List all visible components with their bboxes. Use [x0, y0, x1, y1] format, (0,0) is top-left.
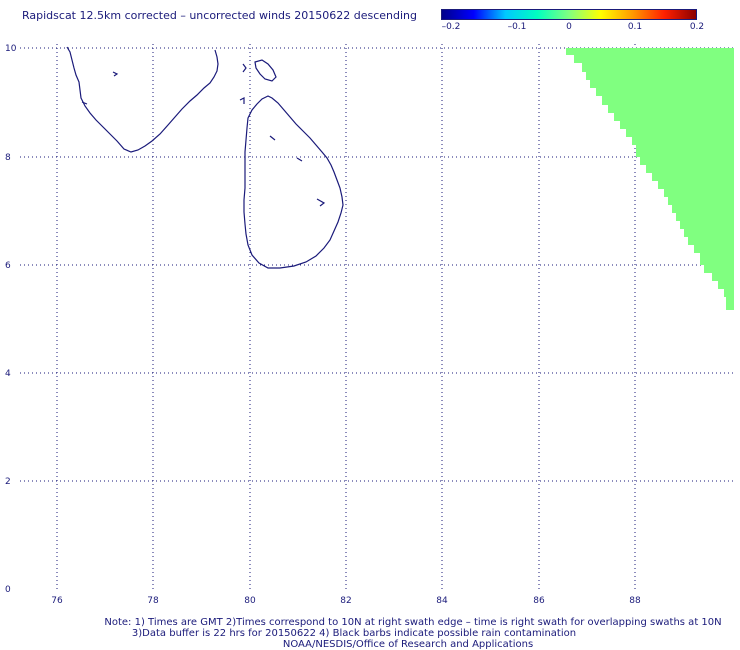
coastline	[66, 46, 344, 269]
map-title: Rapidscat 12.5km corrected – uncorrected…	[22, 9, 418, 22]
island-mark	[239, 97, 245, 104]
note-line-1: Note: 1) Times are GMT 2)Times correspon…	[104, 617, 722, 628]
island-mark	[242, 63, 247, 73]
colorbar-label-min: –0.2	[441, 22, 461, 32]
note-line-2: 3)Data buffer is 22 hrs for 20150622 4) …	[131, 628, 577, 639]
longitude-tick-label: 82	[340, 596, 351, 606]
note-line-3: NOAA/NESDIS/Office of Research and Appli…	[282, 639, 534, 650]
latitude-tick-label: 10	[5, 44, 17, 54]
jaffna-coastline	[254, 59, 277, 82]
longitude-tick-label: 78	[147, 596, 159, 606]
latitude-tick-label: 8	[5, 153, 11, 163]
colorbar-label-max: 0.2	[689, 22, 705, 32]
longitude-tick-label: 80	[244, 596, 256, 606]
swath-area	[566, 48, 734, 310]
axis-ticks: 76 78 80 82 84 86 88 0 2 4 6 8 10	[5, 44, 641, 606]
sri-lanka-coastline	[243, 95, 344, 269]
latitude-tick-label: 4	[5, 369, 11, 379]
latitude-tick-label: 2	[5, 477, 11, 487]
island-mark	[112, 71, 119, 77]
graticule	[20, 44, 734, 592]
island-mark	[296, 157, 303, 162]
longitude-tick-label: 84	[436, 596, 448, 606]
colorbar-label-neg: –0.1	[507, 22, 527, 32]
longitude-tick-label: 76	[51, 596, 63, 606]
longitude-tick-label: 86	[533, 596, 545, 606]
island-mark	[269, 135, 276, 141]
india-coastline	[66, 46, 219, 153]
island-mark	[81, 101, 88, 105]
latitude-tick-label: 6	[5, 261, 11, 271]
latitude-tick-label: 0	[5, 585, 11, 595]
wind-swath	[566, 48, 734, 310]
colorbar-label-zero: 0	[566, 22, 572, 32]
colorbar-label-pos: 0.1	[627, 22, 643, 32]
island-mark	[316, 198, 326, 207]
longitude-tick-label: 88	[629, 596, 641, 606]
colorbar	[441, 9, 697, 20]
